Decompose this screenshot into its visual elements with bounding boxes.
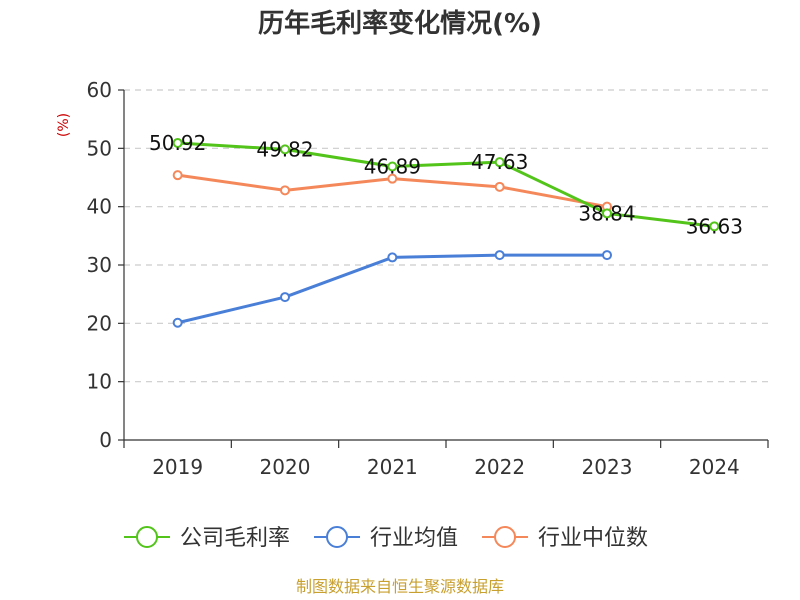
source-note: 制图数据来自恒生聚源数据库 [296, 577, 504, 596]
data-point [494, 250, 505, 261]
data-point [709, 221, 720, 232]
series-line [177, 141, 715, 228]
data-point [602, 208, 612, 219]
y-tick-label: 0 [99, 428, 112, 452]
gridlines [124, 89, 768, 383]
y-tick-label: 10 [87, 370, 112, 394]
legend: 公司毛利率 行业均值 行业中位数 [124, 526, 648, 551]
data-label: 38.84 [578, 201, 635, 225]
legend-label: 公司毛利率 [180, 526, 290, 551]
data-point [172, 170, 183, 181]
chart-title: 历年毛利率变化情况(%) [258, 8, 542, 39]
legend-marker [494, 526, 517, 548]
x-tick-label: 2019 [152, 455, 203, 479]
legend-marker [326, 526, 349, 548]
data-label: 47.63 [471, 150, 528, 174]
x-tick-label: 2020 [260, 455, 311, 479]
y-tick-label: 20 [87, 311, 112, 335]
y-tick-label: 50 [87, 136, 112, 160]
y-tick-label: 40 [87, 195, 112, 219]
y-tick-label: 60 [87, 78, 112, 102]
data-point [172, 137, 183, 148]
data-point [280, 144, 290, 155]
data-point [494, 181, 505, 192]
data-point [280, 292, 290, 303]
data-point [387, 161, 398, 172]
x-tick-label: 2023 [582, 455, 633, 479]
data-point [387, 173, 398, 184]
x-tick-label: 2024 [689, 455, 740, 479]
data-point [172, 317, 183, 328]
x-tick-label: 2021 [367, 455, 418, 479]
axes: 0 10 20 30 40 50 60 2019 2020 2021 2022 2023 2024 [87, 78, 769, 479]
data-label: 50.92 [149, 131, 206, 155]
data-label: 36.63 [686, 214, 743, 238]
legend-label: 行业均值 [370, 526, 458, 551]
legend-marker [136, 526, 158, 548]
x-tick-label: 2022 [474, 455, 525, 479]
data-labels: 50.92 49.82 46.89 47.63 38.84 36.63 [149, 131, 743, 238]
legend-label: 行业中位数 [538, 526, 648, 551]
data-point [387, 252, 398, 263]
data-point [602, 250, 612, 261]
data-point [494, 157, 505, 168]
data-label: 46.89 [364, 154, 421, 178]
data-point [280, 185, 290, 196]
y-axis-unit: (%) [56, 113, 72, 137]
data-label: 49.82 [256, 137, 313, 161]
series-layer [172, 137, 720, 328]
y-tick-label: 30 [87, 253, 112, 277]
